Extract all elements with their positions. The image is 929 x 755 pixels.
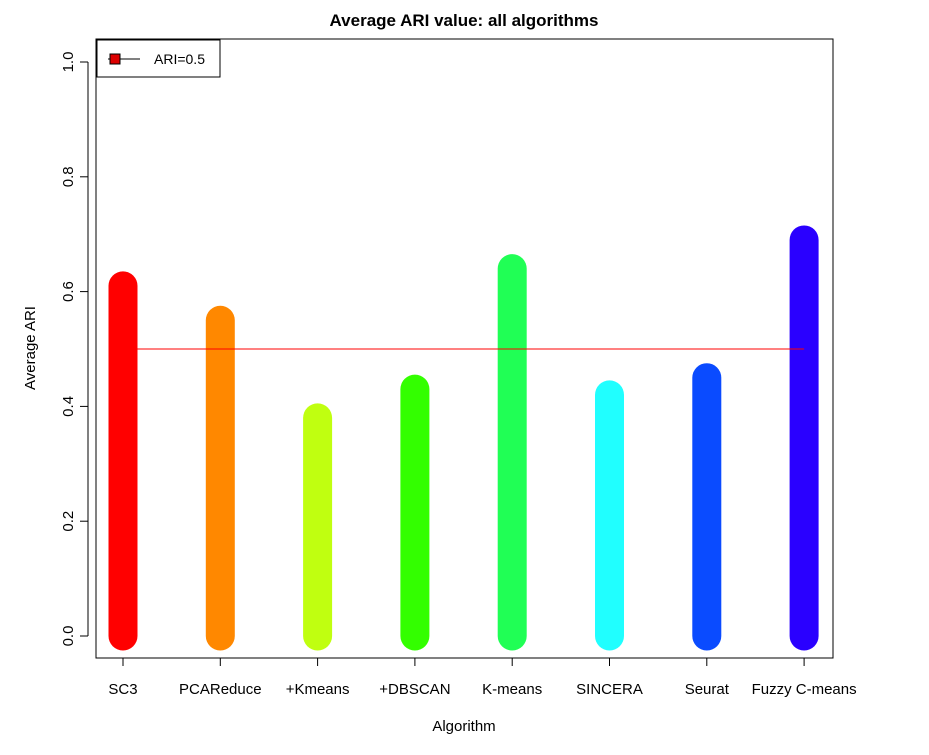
y-tick-label: 0.0	[60, 626, 77, 647]
bars-layer	[108, 225, 819, 651]
x-axis-label: Algorithm	[432, 718, 495, 735]
legend-label: ARI=0.5	[154, 51, 205, 67]
x-tick-label: SINCERA	[576, 681, 643, 698]
y-tick-label: 1.0	[60, 52, 77, 73]
chart-title: Average ARI value: all algorithms	[330, 11, 599, 30]
y-tick-label: 0.4	[60, 396, 77, 417]
x-tick-label: PCAReduce	[179, 681, 262, 698]
x-tick-label: K-means	[482, 681, 542, 698]
legend: ARI=0.5	[96, 39, 221, 78]
y-tick-label: 0.6	[60, 281, 77, 302]
y-axis: 0.0 0.2 0.4 0.6 0.8 1.0	[60, 52, 89, 647]
x-tick-label: Seurat	[685, 681, 730, 698]
y-axis-label: Average ARI	[22, 306, 39, 390]
y-tick-label: 0.8	[60, 166, 77, 187]
legend-swatch	[109, 53, 121, 65]
x-tick-label: +DBSCAN	[379, 681, 450, 698]
y-tick-label: 0.2	[60, 511, 77, 532]
x-tick-label: SC3	[108, 681, 137, 698]
x-axis: SC3 PCAReduce +Kmeans +DBSCAN K-means SINCERA…	[108, 657, 857, 698]
x-tick-label: Fuzzy C-means	[752, 681, 857, 698]
x-tick-label: +Kmeans	[286, 681, 350, 698]
